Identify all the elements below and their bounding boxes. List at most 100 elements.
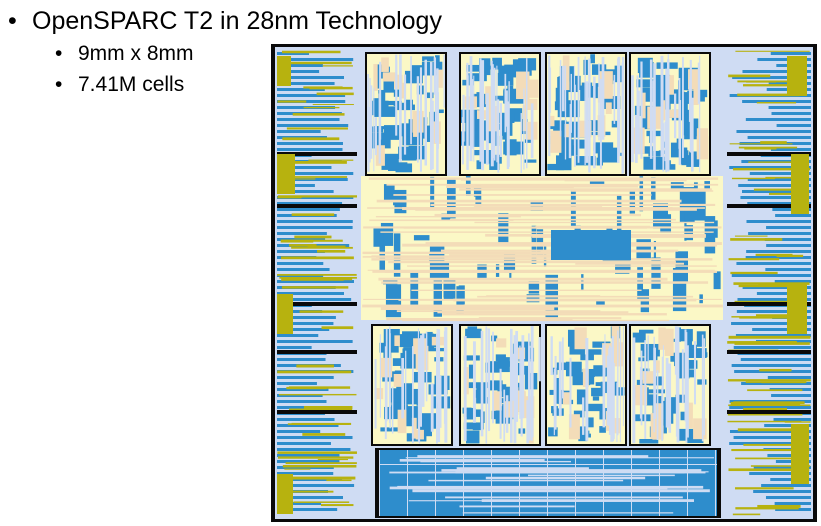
wire-stripe: [437, 92, 439, 149]
io-row: [277, 148, 343, 151]
wire-stripe: [728, 258, 780, 261]
wire-stripe: [599, 78, 602, 169]
bullet-list: • OpenSPARC T2 in 28nm Technology • 9mm …: [8, 4, 442, 100]
wire-stripe: [520, 113, 522, 173]
wire-stripe: [283, 490, 318, 493]
crossbar-cells: [443, 278, 456, 300]
wire-stripe: [621, 62, 624, 174]
cell-cluster: [573, 410, 585, 418]
io-row: [731, 274, 811, 277]
wire-stripe: [379, 334, 381, 418]
wire-stripe: [668, 363, 672, 433]
logic-region: [604, 348, 609, 368]
memory-gridline: [547, 450, 548, 516]
separator: [277, 152, 357, 156]
wire-stripe: [559, 60, 562, 137]
bullet-item-size: • 9mm x 8mm: [8, 38, 442, 69]
wire-stripe: [486, 295, 601, 297]
bullet-dot: •: [55, 73, 63, 96]
wire-stripe: [499, 103, 503, 157]
io-row: [277, 340, 353, 343]
wire-stripe: [701, 334, 704, 442]
wire-stripe: [503, 389, 506, 442]
wire-stripe: [665, 357, 669, 428]
io-row: [277, 460, 340, 463]
io-row: [774, 280, 811, 283]
wire-stripe: [462, 512, 674, 514]
wire-stripe: [528, 474, 675, 477]
io-row: [277, 76, 345, 79]
wire-stripe: [434, 69, 437, 144]
cell-cluster: [640, 146, 654, 154]
io-row: [742, 286, 811, 289]
cell-cluster: [425, 331, 433, 338]
io-row: [277, 238, 326, 241]
cell-cluster: [699, 95, 705, 102]
wire-stripe: [401, 357, 405, 419]
wire-stripe: [538, 337, 541, 382]
wire-stripe: [631, 75, 634, 163]
io-row: [764, 424, 811, 427]
wire-stripe: [362, 251, 588, 255]
io-row: [761, 484, 811, 487]
wire-stripe: [473, 75, 475, 162]
wire-stripe: [282, 465, 357, 468]
bullet-text: 9mm x 8mm: [78, 42, 194, 65]
cell-cluster: [687, 344, 697, 349]
wire-stripe: [505, 395, 509, 433]
wire-stripe: [363, 298, 722, 301]
wire-stripe: [459, 505, 575, 508]
wire-stripe: [284, 176, 348, 178]
io-row: [747, 136, 811, 139]
wire-stripe: [391, 386, 394, 434]
io-row: [740, 196, 811, 199]
wire-stripe: [302, 433, 346, 436]
io-row: [277, 226, 353, 229]
cell-cluster: [585, 349, 602, 355]
io-row: [277, 382, 317, 385]
wire-stripe: [739, 317, 802, 319]
wire-stripe: [606, 355, 610, 426]
io-row: [740, 358, 811, 361]
logic-region: [527, 79, 539, 98]
wire-stripe: [436, 68, 439, 174]
separator: [277, 410, 357, 414]
wire-stripe: [398, 299, 683, 301]
wire-stripe: [309, 86, 353, 90]
memory-gridline: [379, 450, 380, 516]
wire-stripe: [759, 368, 792, 372]
cell-cluster: [638, 329, 654, 334]
cell-cluster: [466, 430, 480, 444]
wire-stripe: [765, 176, 799, 179]
logic-region: [658, 327, 666, 350]
io-row: [746, 250, 811, 253]
wire-stripe: [761, 381, 806, 384]
wire-stripe: [485, 93, 489, 165]
wire-stripe: [649, 59, 653, 159]
wire-stripe: [288, 386, 351, 389]
wire-stripe: [417, 328, 419, 443]
io-row: [771, 112, 811, 115]
wire-stripe: [474, 221, 715, 224]
wire-stripe: [611, 336, 614, 395]
logic-region: [393, 373, 403, 387]
memory-gridline: [491, 450, 492, 516]
crossbar-cells: [699, 294, 703, 304]
wire-stripe: [443, 54, 445, 108]
cell-cluster: [466, 382, 489, 389]
wire-stripe: [675, 331, 677, 437]
cell-cluster: [548, 120, 567, 130]
wire-stripe: [738, 284, 796, 288]
logic-region: [693, 84, 699, 106]
memory-gridline: [435, 450, 436, 516]
wire-stripe: [399, 54, 402, 162]
wire-stripe: [479, 58, 482, 162]
cell-cluster: [580, 85, 586, 101]
io-row: [277, 424, 339, 427]
wire-stripe: [441, 469, 702, 472]
io-pad: [277, 154, 295, 194]
crossbar-cells: [498, 213, 509, 246]
cell-cluster: [593, 147, 598, 154]
wire-stripe: [697, 62, 700, 104]
io-row: [277, 232, 327, 235]
